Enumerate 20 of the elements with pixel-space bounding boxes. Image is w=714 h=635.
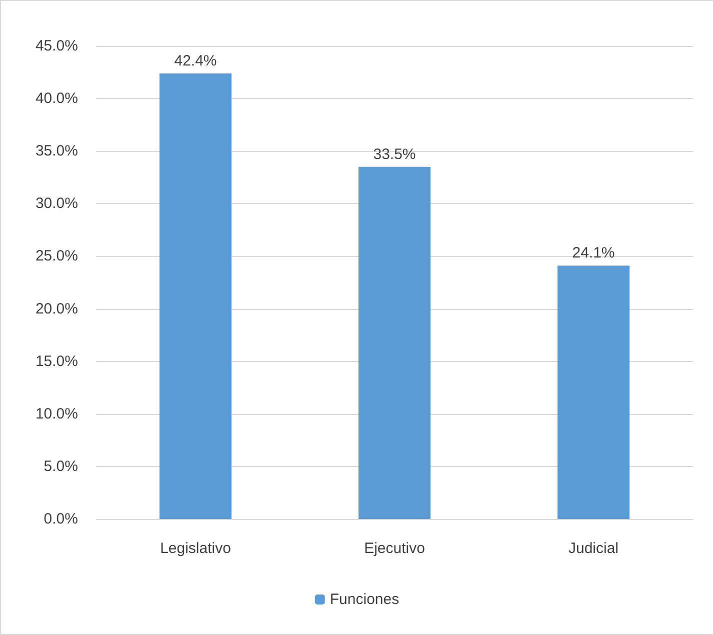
y-tick-label: 10.0% [35,405,78,422]
data-label: 42.4% [174,52,217,70]
y-tick-label: 25.0% [35,248,78,265]
y-tick-label: 0.0% [44,510,78,528]
bar [160,73,232,519]
y-tick-label: 45.0% [35,38,78,54]
y-tick-label: 35.0% [35,142,78,160]
y-tick-label: 15.0% [35,352,78,370]
x-tick-label: Ejecutivo [364,540,425,557]
data-label: 33.5% [373,146,416,163]
bar [358,166,430,519]
bar [558,266,630,519]
y-tick-label: 5.0% [44,458,78,475]
data-label: 24.1% [572,244,615,262]
y-tick-label: 20.0% [35,300,78,318]
y-tick-label: 40.0% [35,90,78,108]
legend-label: Funciones [330,591,400,608]
x-tick-label: Judicial [568,540,619,557]
x-tick-label: Legislativo [160,540,231,557]
y-tick-label: 30.0% [35,195,78,212]
